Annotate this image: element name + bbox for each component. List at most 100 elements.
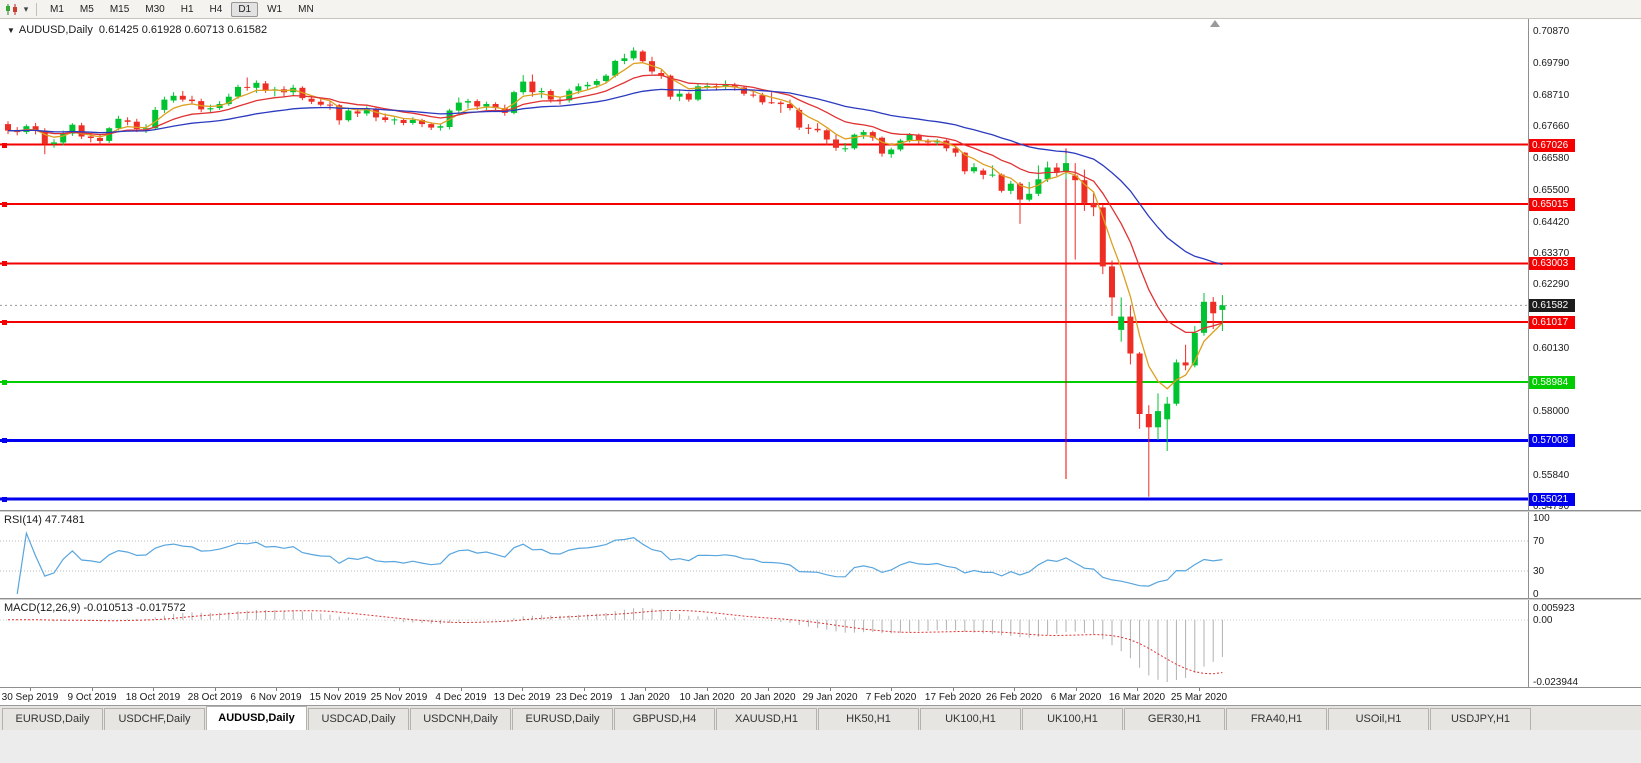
- chart-tab-USDCNH-Daily[interactable]: USDCNH,Daily: [410, 708, 511, 730]
- timeframe-button-M1[interactable]: M1: [50, 3, 64, 15]
- chart-tab-HK50-H1[interactable]: HK50,H1: [818, 708, 919, 730]
- level-lines: [0, 143, 1528, 501]
- date-tick: [338, 688, 339, 691]
- chart-tab-UK100-H1[interactable]: UK100,H1: [1022, 708, 1123, 730]
- chart-tab-UK100-H1[interactable]: UK100,H1: [920, 708, 1021, 730]
- chart-type-dropdown-icon[interactable]: ▾: [23, 3, 29, 14]
- chart-tab-XAUUSD-H1[interactable]: XAUUSD,H1: [716, 708, 817, 730]
- one-click-trading-arrow-icon[interactable]: ▼: [7, 26, 15, 35]
- rsi-axis-border: [1528, 512, 1529, 598]
- date-axis-label: 20 Jan 2020: [740, 692, 796, 703]
- date-tick: [645, 688, 646, 691]
- pane-splitter[interactable]: [0, 598, 1641, 600]
- price-tag: 0.65015: [1529, 198, 1575, 211]
- macd-pane: MACD(12,26,9) -0.010513 -0.017572 0.0059…: [0, 600, 1641, 688]
- rsi-canvas[interactable]: [0, 512, 1528, 598]
- date-tick: [768, 688, 769, 691]
- timeframe-button-M30[interactable]: M30: [145, 3, 165, 15]
- price-tag: 0.58984: [1529, 376, 1575, 389]
- date-tick: [830, 688, 831, 691]
- price-axis-label: 0.67660: [1533, 121, 1570, 132]
- line-anchor[interactable]: [2, 261, 7, 266]
- date-axis-label: 25 Nov 2019: [370, 692, 428, 703]
- ma-line-5: [7, 62, 1223, 390]
- rsi-axis-label: 0: [1533, 589, 1539, 600]
- chart-type-icon[interactable]: [3, 1, 21, 17]
- timeframe-button-M5[interactable]: M5: [79, 3, 94, 15]
- date-tick: [399, 688, 400, 691]
- price-axis-label: 0.70870: [1533, 26, 1570, 37]
- line-anchor[interactable]: [2, 320, 7, 325]
- date-tick: [276, 688, 277, 691]
- chart-shift-marker-icon[interactable]: [1210, 20, 1220, 27]
- date-tick: [953, 688, 954, 691]
- date-axis-label: 23 Dec 2019: [555, 692, 613, 703]
- macd-axis-border: [1528, 600, 1529, 687]
- date-tick: [92, 688, 93, 691]
- chart-tab-USDCAD-Daily[interactable]: USDCAD,Daily: [308, 708, 409, 730]
- pane-splitter[interactable]: [0, 510, 1641, 512]
- timeframe-button-M15[interactable]: M15: [109, 3, 130, 15]
- chart-ohlc-values: 0.61425 0.61928 0.60713 0.61582: [98, 24, 268, 36]
- macd-canvas[interactable]: [0, 600, 1528, 687]
- price-tag: 0.67026: [1529, 139, 1575, 152]
- date-axis-label: 9 Oct 2019: [67, 692, 117, 703]
- price-axis-border: [1528, 19, 1529, 510]
- toolbar-separator: [36, 2, 37, 16]
- date-tick: [1076, 688, 1077, 691]
- price-chart-canvas[interactable]: [0, 19, 1528, 510]
- timeframe-button-W1[interactable]: W1: [267, 3, 283, 15]
- date-axis[interactable]: 30 Sep 2019 9 Oct 2019 18 Oct 2019 28 Oct 2…: [0, 687, 1641, 705]
- date-axis-label: 30 Sep 2019: [1, 692, 59, 703]
- line-anchor[interactable]: [2, 202, 7, 207]
- chart-tab-USOil-H1[interactable]: USOil,H1: [1328, 708, 1429, 730]
- timeframe-button-D1[interactable]: D1: [231, 1, 259, 17]
- date-tick: [215, 688, 216, 691]
- price-axis-label: 0.68710: [1533, 90, 1570, 101]
- chart-tab-GER30-H1[interactable]: GER30,H1: [1124, 708, 1225, 730]
- chart-tab-EURUSD-Daily[interactable]: EURUSD,Daily: [2, 708, 103, 730]
- price-axis-label: 0.65500: [1533, 185, 1570, 196]
- date-axis-label: 6 Nov 2019: [250, 692, 302, 703]
- line-anchor[interactable]: [2, 438, 7, 443]
- date-tick: [707, 688, 708, 691]
- chart-tab-FRA40-H1[interactable]: FRA40,H1: [1226, 708, 1327, 730]
- date-tick: [1137, 688, 1138, 691]
- chart-tab-EURUSD-Daily[interactable]: EURUSD,Daily: [512, 708, 613, 730]
- timeframe-toolbar: ▾ M1 M5 M15 M30 H1 H4 D1 W1 MN: [0, 0, 1641, 19]
- macd-axis-label: 0.005923: [1533, 603, 1575, 614]
- price-axis-label: 0.54790: [1533, 501, 1570, 512]
- chart-tab-GBPUSD-H4[interactable]: GBPUSD,H4: [614, 708, 715, 730]
- date-tick: [153, 688, 154, 691]
- timeframe-button-MN[interactable]: MN: [298, 3, 314, 15]
- date-axis-label: 16 Mar 2020: [1108, 692, 1166, 703]
- date-tick: [461, 688, 462, 691]
- timeframe-buttons: M1 M5 M15 M30 H1 H4 D1 W1 MN: [42, 1, 322, 17]
- line-anchor[interactable]: [2, 380, 7, 385]
- price-tag: 0.57008: [1529, 434, 1575, 447]
- line-anchor[interactable]: [2, 497, 7, 502]
- chart-tab-bar: EURUSD,Daily USDCHF,Daily AUDUSD,Daily USDC…: [0, 705, 1641, 730]
- price-pane: ▼ AUDUSD,Daily 0.61425 0.61928 0.60713 0.6…: [0, 19, 1641, 512]
- date-tick: [891, 688, 892, 691]
- date-axis-label: 4 Dec 2019: [435, 692, 487, 703]
- timeframe-button-H4[interactable]: H4: [209, 3, 223, 15]
- price-axis-label: 0.66580: [1533, 153, 1570, 164]
- chart-symbol-label: AUDUSD,Daily: [18, 24, 93, 36]
- chart-tab-USDJPY-H1[interactable]: USDJPY,H1: [1430, 708, 1531, 730]
- date-axis-label: 26 Feb 2020: [985, 692, 1043, 703]
- line-anchor[interactable]: [2, 143, 7, 148]
- date-tick: [522, 688, 523, 691]
- timeframe-button-H1[interactable]: H1: [180, 3, 194, 15]
- price-tag: 0.61017: [1529, 316, 1575, 329]
- date-tick: [30, 688, 31, 691]
- price-axis-label: 0.62290: [1533, 279, 1570, 290]
- macd-axis-label: -0.023944: [1533, 677, 1579, 688]
- date-axis-label: 13 Dec 2019: [493, 692, 551, 703]
- rsi-axis-label: 30: [1533, 566, 1545, 577]
- chart-tab-AUDUSD-Daily[interactable]: AUDUSD,Daily: [206, 706, 307, 730]
- chart-tab-USDCHF-Daily[interactable]: USDCHF,Daily: [104, 708, 205, 730]
- date-tick: [584, 688, 585, 691]
- macd-signal-line: [8, 610, 1223, 675]
